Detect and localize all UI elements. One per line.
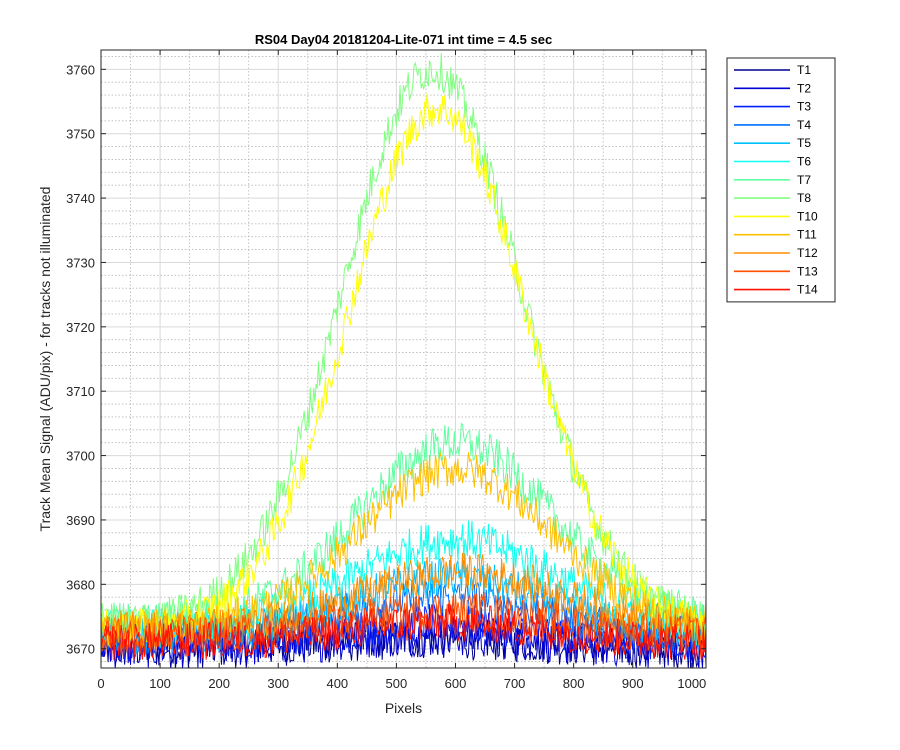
series-line-T11 [101,452,706,649]
y-tick-label: 3680 [66,577,95,592]
legend-label-T6: T6 [797,155,811,169]
legend-label-T1: T1 [797,63,811,77]
series-line-T10 [101,93,706,647]
x-axis-label: Pixels [385,700,422,716]
y-tick-label: 3700 [66,449,95,464]
axes-frame [100,49,707,669]
x-tick-label: 700 [504,676,526,691]
x-tick-label: 500 [386,676,408,691]
legend-label-T4: T4 [797,118,811,132]
y-axis: 3670 3680 3690 3700 3710 3720 3730 3740 3750 3760 [66,62,706,657]
axes-box [100,49,707,669]
x-axis: 0 100 200 300 400 500 600 700 800 900 1000 [97,50,706,691]
y-tick-label: 3710 [66,384,95,399]
x-tick-label: 400 [326,676,348,691]
x-tick-label: 1000 [677,676,706,691]
x-tick-label: 900 [622,676,644,691]
y-tick-label: 3690 [66,513,95,528]
y-tick-label: 3670 [66,642,95,657]
series-line-T12 [101,552,706,649]
legend-label-T14: T14 [797,283,818,297]
x-tick-label: 800 [563,676,585,691]
x-tick-label: 300 [267,676,289,691]
legend-label-T8: T8 [797,191,811,205]
y-tick-label: 3730 [66,255,95,270]
y-tick-label: 3750 [66,127,95,142]
legend-label-T7: T7 [797,173,811,187]
legend-label-T12: T12 [797,246,818,260]
x-tick-label: 200 [208,676,230,691]
legend: T1 T2 T3 T4 T5 T6 T7 T8 T10 T11 T12 T13 T14 [726,57,836,303]
series-layer [101,53,706,668]
x-tick-label: 100 [149,676,171,691]
legend-label-T3: T3 [797,100,811,114]
y-tick-label: 3720 [66,320,95,335]
y-tick-label: 3760 [66,62,95,77]
x-tick-label: 0 [97,676,104,691]
legend-label-T10: T10 [797,209,818,223]
y-tick-label: 3740 [66,191,95,206]
y-axis-label: Track Mean Signal (ADU/pix) - for tracks… [37,187,53,532]
x-tick-label: 600 [445,676,467,691]
legend-label-T2: T2 [797,81,811,95]
legend-label-T13: T13 [797,264,818,278]
series-line-T13 [101,592,706,655]
series-line-T14 [101,604,706,661]
legend-label-T11: T11 [797,228,817,242]
legend-label-T5: T5 [797,136,811,150]
chart-title: RS04 Day04 20181204-Lite-071 int time = … [255,32,552,47]
